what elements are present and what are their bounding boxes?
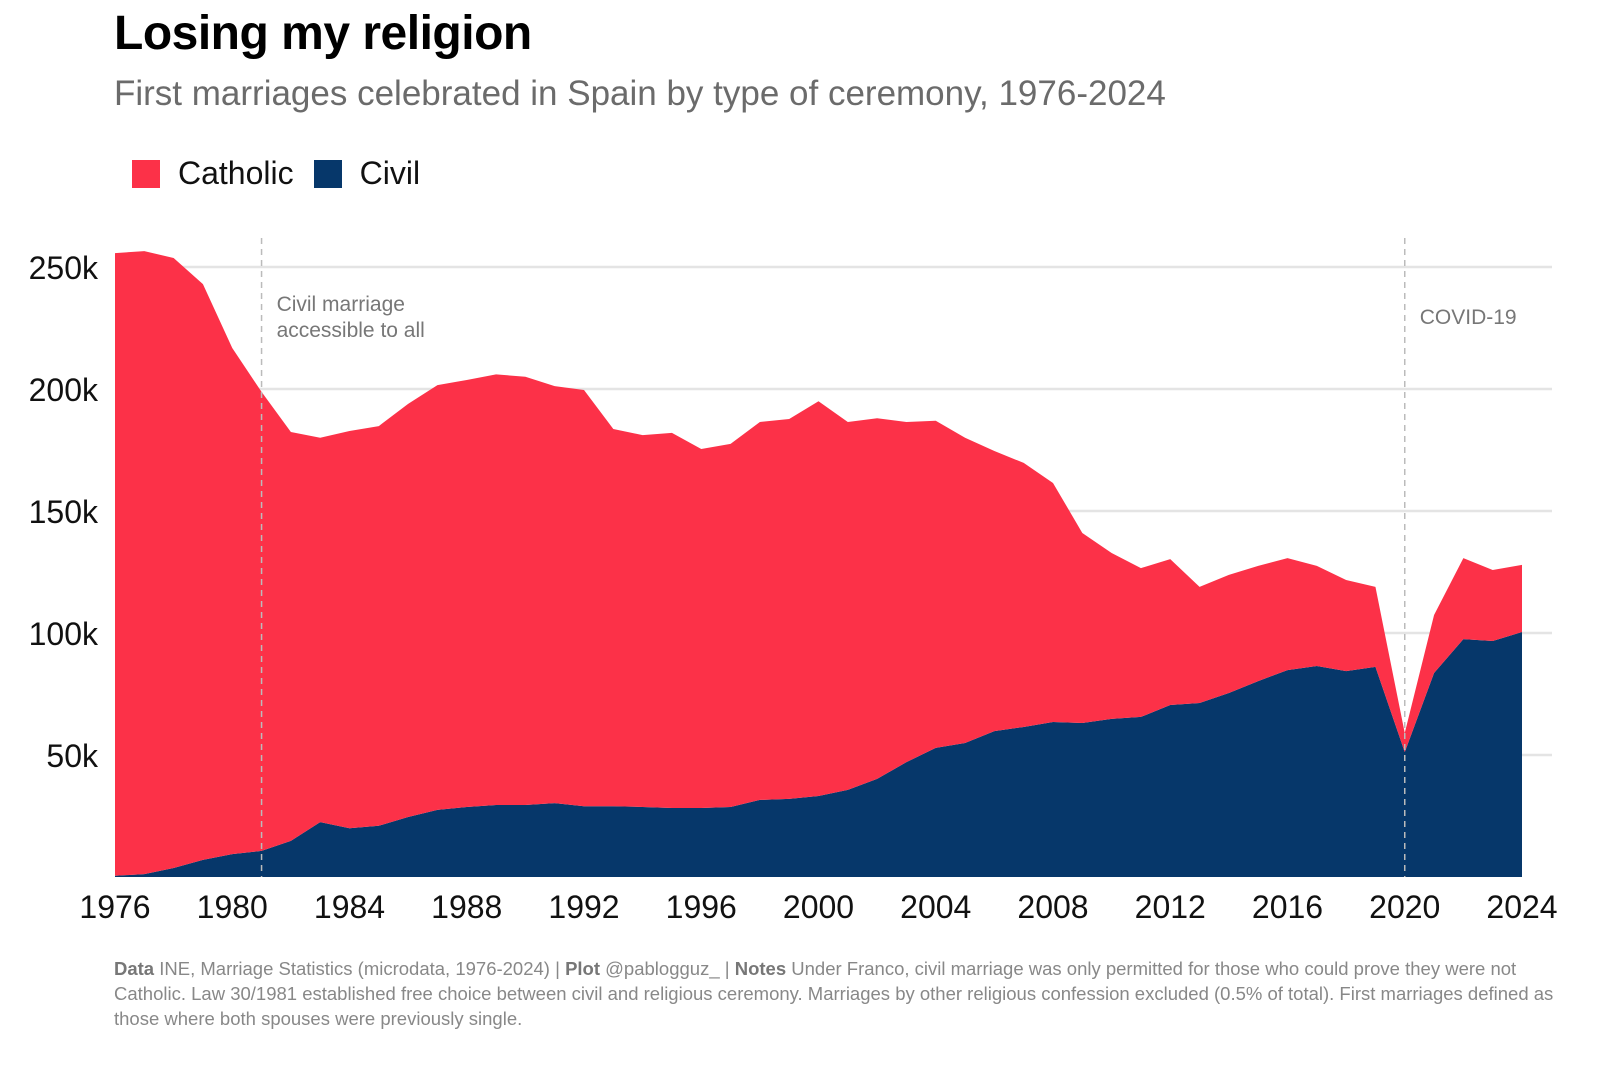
x-tick-label: 1984 <box>314 889 385 925</box>
footer-notes-text: Under Franco, civil marriage was only pe… <box>114 958 1554 1029</box>
legend: Catholic Civil <box>132 155 440 192</box>
legend-label-civil: Civil <box>359 155 421 191</box>
footer-data-label: Data <box>114 958 155 979</box>
footer-notes-label: Notes <box>734 958 787 979</box>
y-tick-label: 250k <box>29 250 99 286</box>
footer-caption: Data INE, Marriage Statistics (microdata… <box>114 956 1554 1031</box>
x-tick-label: 2008 <box>1017 889 1088 925</box>
y-tick-label: 150k <box>29 494 99 530</box>
x-tick-label: 1988 <box>431 889 502 925</box>
legend-swatch-civil <box>313 159 342 188</box>
legend-label-catholic: Catholic <box>178 155 294 191</box>
y-tick-label: 50k <box>46 738 99 774</box>
annotation-text: COVID-19 <box>1420 306 1517 329</box>
annotation-text: Civil marriage <box>277 293 405 316</box>
x-tick-label: 2000 <box>783 889 854 925</box>
area-civil <box>115 632 1522 877</box>
footer-data-text: INE, Marriage Statistics (microdata, 197… <box>159 958 560 979</box>
x-tick-label: 1996 <box>666 889 737 925</box>
y-tick-label: 200k <box>29 372 99 408</box>
y-tick-label: 100k <box>29 616 99 652</box>
x-tick-label: 2024 <box>1486 889 1557 925</box>
footer-plot-text: @pablogguz_ | <box>605 958 730 979</box>
legend-swatch-catholic <box>132 159 160 188</box>
x-tick-label: 1976 <box>79 889 150 925</box>
x-tick-label: 1980 <box>197 889 268 925</box>
footer-plot-label: Plot <box>565 958 601 979</box>
x-tick-label: 2020 <box>1369 889 1440 925</box>
x-tick-label: 1992 <box>548 889 619 925</box>
chart-subtitle: First marriages celebrated in Spain by t… <box>114 74 1166 113</box>
area-catholic <box>115 251 1522 876</box>
x-tick-label: 2004 <box>900 889 971 925</box>
chart-title: Losing my religion <box>114 7 532 60</box>
x-tick-label: 2016 <box>1252 889 1323 925</box>
annotation-text: accessible to all <box>277 319 425 342</box>
x-tick-label: 2012 <box>1135 889 1206 925</box>
